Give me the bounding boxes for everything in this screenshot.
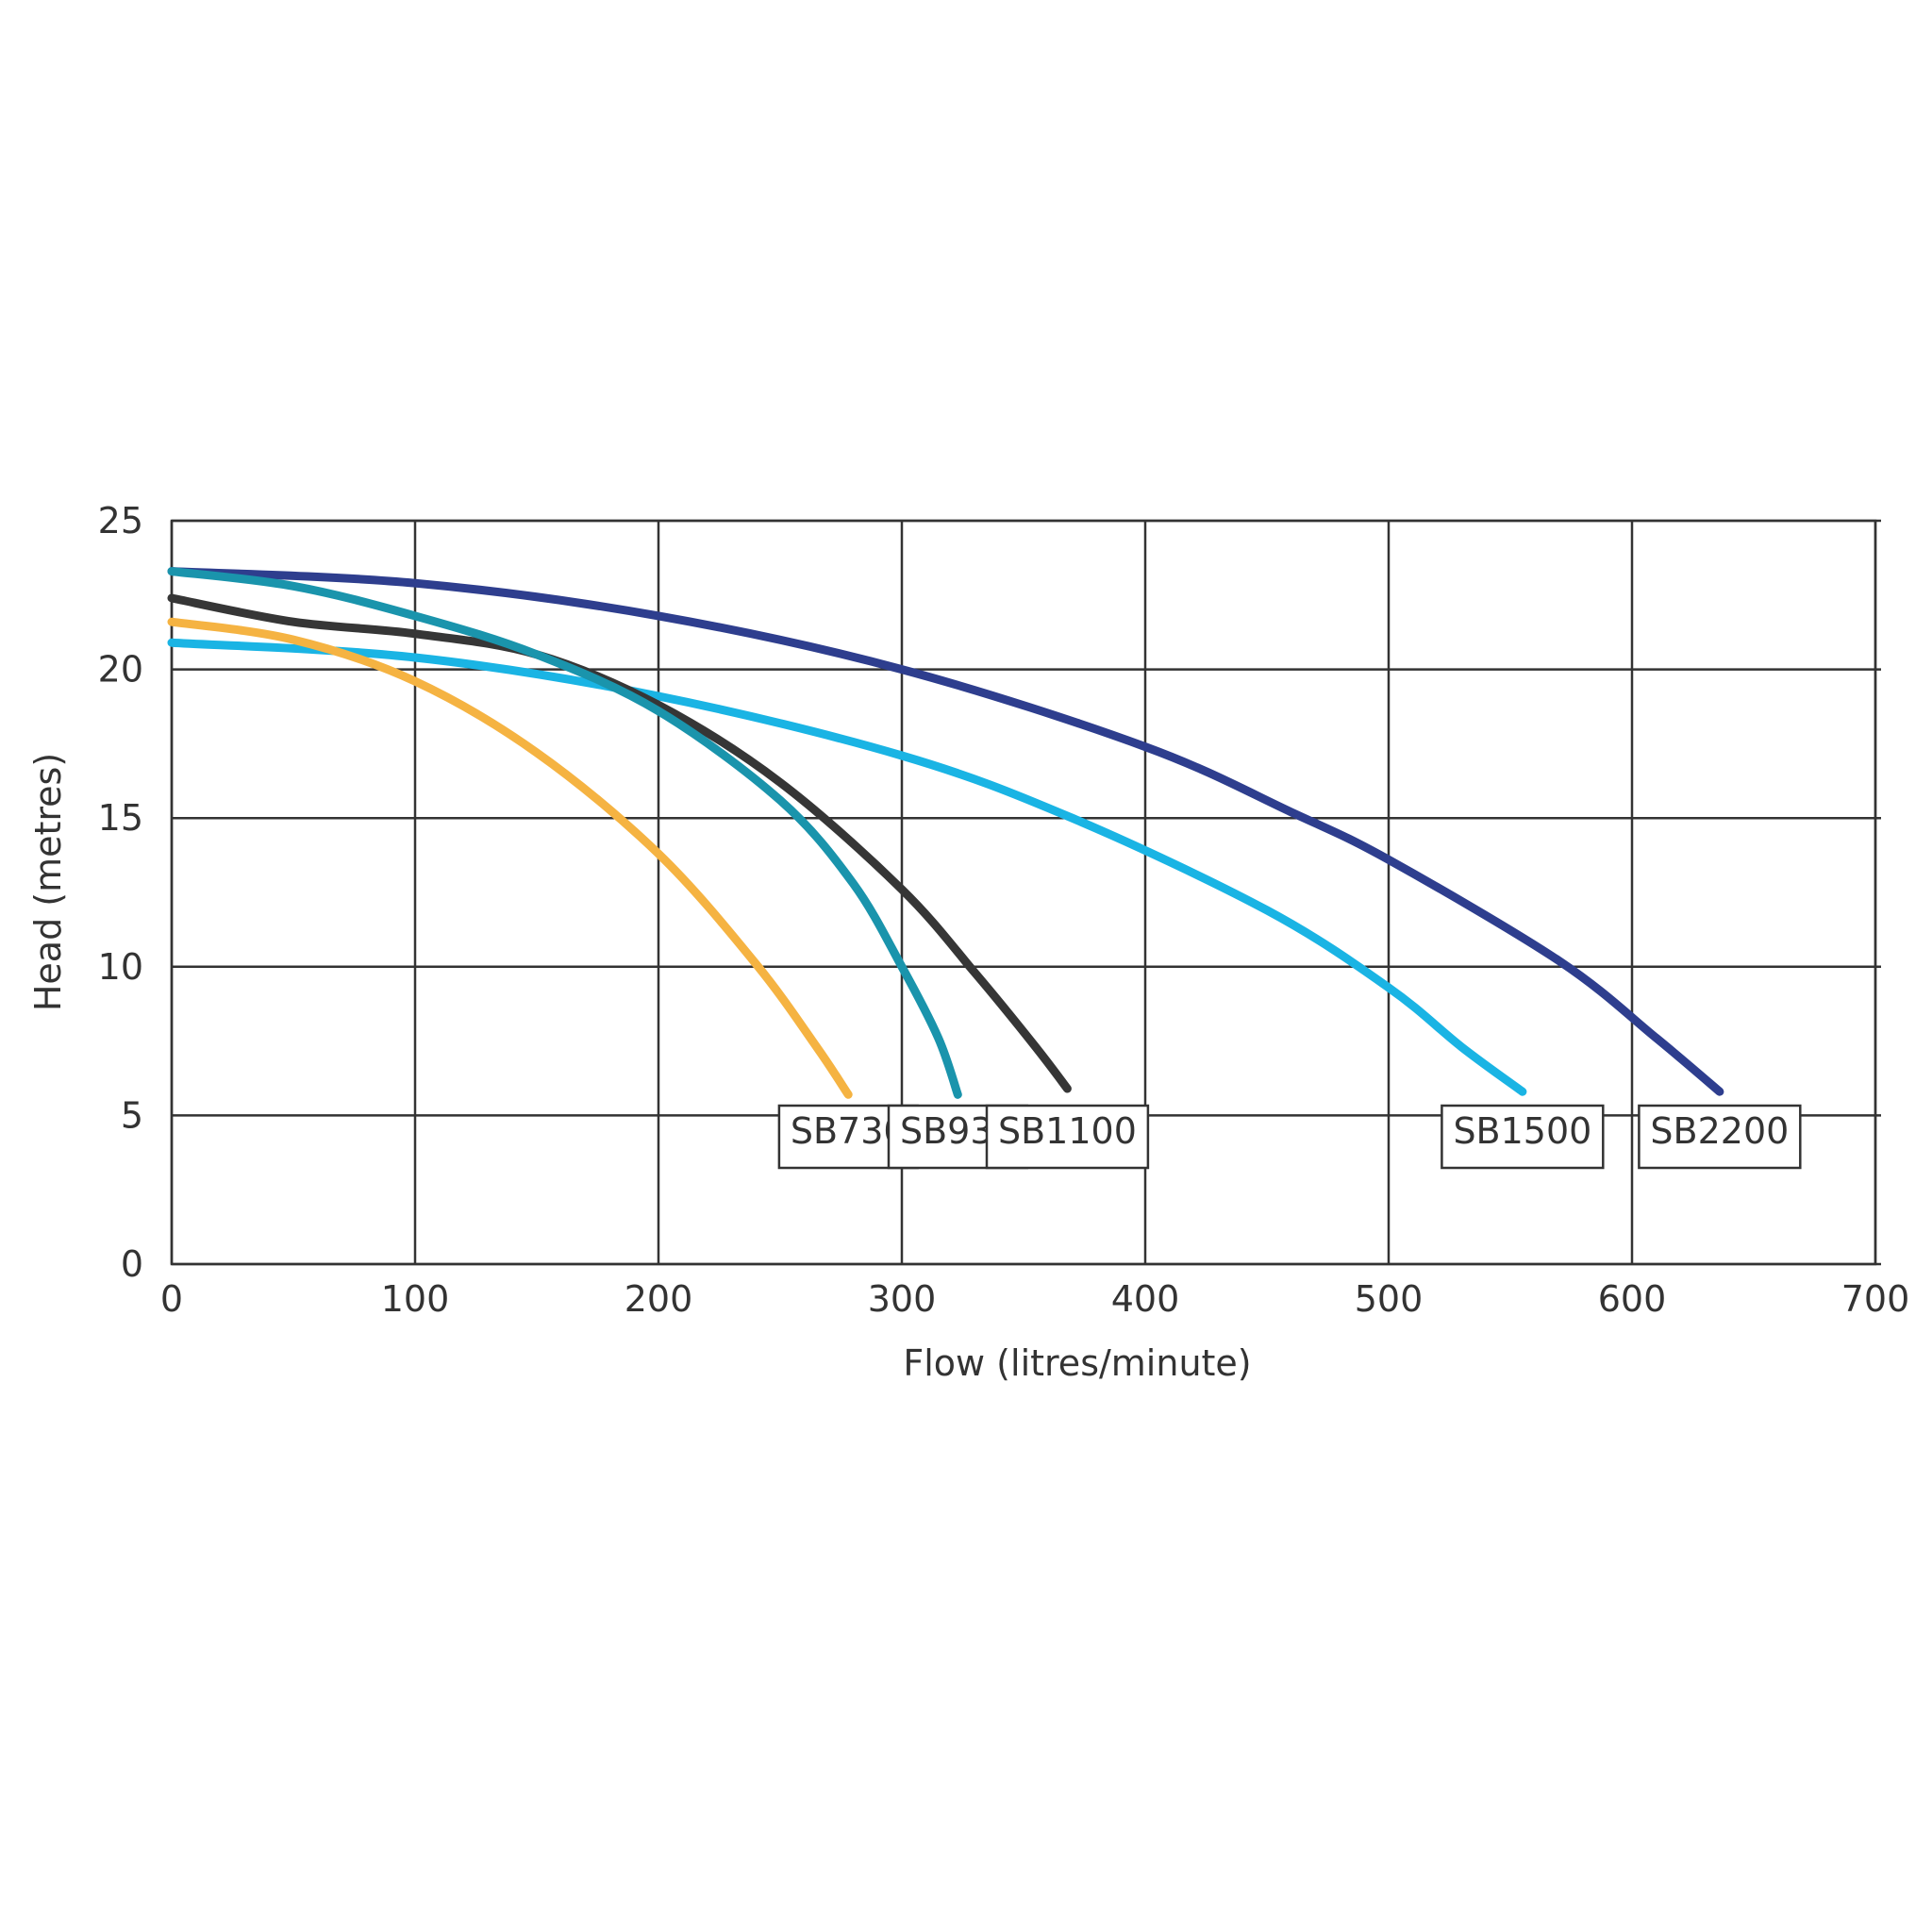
- series-label-sb2200: SB2200: [1638, 1104, 1802, 1170]
- x-tick-label: 100: [381, 1278, 450, 1320]
- series-line-sb1500: [167, 638, 1527, 1096]
- series-label-sb1500: SB1500: [1441, 1104, 1605, 1170]
- x-tick-label: 200: [625, 1278, 693, 1320]
- x-tick-label: 600: [1598, 1278, 1667, 1320]
- y-tick-label: 0: [121, 1243, 143, 1285]
- series-label-text: SB1500: [1453, 1110, 1591, 1152]
- series-label-text: SB2200: [1650, 1110, 1789, 1152]
- series-label-box: [1638, 1104, 1802, 1170]
- series-label-box: [985, 1104, 1150, 1170]
- plot-frame: [170, 519, 1877, 1266]
- x-axis-title: Flow (litres/minute): [903, 1342, 1251, 1384]
- y-tick-label: 5: [121, 1094, 143, 1136]
- y-tick-label: 10: [98, 946, 143, 988]
- x-tick-label: 300: [868, 1278, 937, 1320]
- series-line-sb2200: [167, 567, 1724, 1096]
- series-line-sb730: [167, 617, 853, 1099]
- series-label-text: SB1100: [998, 1110, 1137, 1152]
- series-label-text: SB730: [791, 1110, 907, 1152]
- series-label-sb1100: SB1100: [985, 1104, 1150, 1170]
- series-label-box: [1441, 1104, 1605, 1170]
- x-tick-label: 0: [160, 1278, 183, 1320]
- y-tick-label: 25: [98, 500, 143, 541]
- curve-layer: [167, 567, 1724, 1099]
- y-tick-label: 20: [98, 649, 143, 691]
- y-tick-label: 15: [98, 797, 143, 839]
- series-line-sb930: [167, 567, 962, 1099]
- series-line-sb1100: [167, 593, 1072, 1093]
- x-tick-label: 500: [1355, 1278, 1424, 1320]
- x-tick-label: 700: [1841, 1278, 1910, 1320]
- x-tick-label: 400: [1111, 1278, 1180, 1320]
- y-axis-title: Head (metres): [27, 753, 69, 1011]
- axis-labels: 0 100 200 300 400 500 600 700 0 5 10 15 20 25: [98, 500, 1910, 1320]
